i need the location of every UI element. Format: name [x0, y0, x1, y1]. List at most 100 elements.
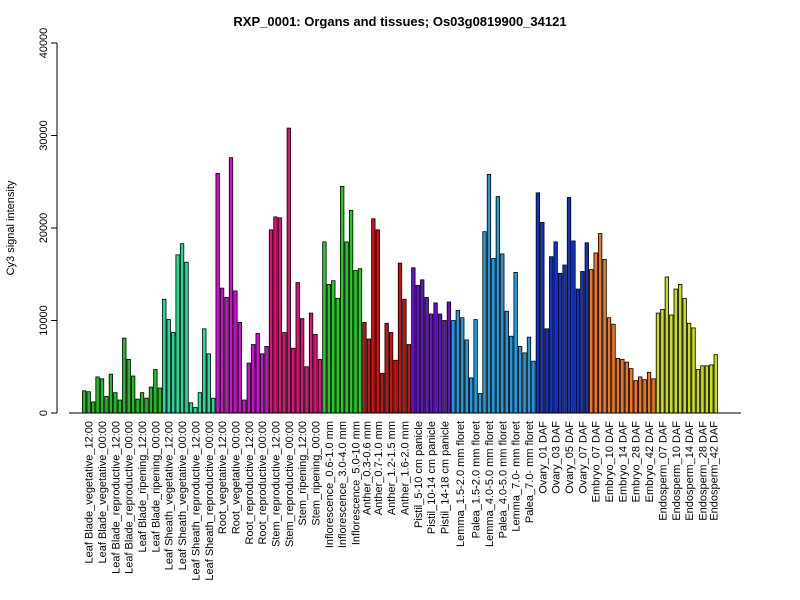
- bar: [117, 399, 122, 414]
- bar: [357, 268, 363, 414]
- bar: [691, 327, 696, 414]
- bar: [549, 256, 554, 414]
- bar: [540, 222, 545, 414]
- bar: [322, 241, 327, 414]
- bar: [700, 365, 705, 414]
- x-tick-label: Inflorescence_5.0-10 mm: [351, 421, 363, 545]
- x-tick-label: Ovary_05 DAF: [564, 421, 576, 494]
- x-tick-label: Stem_reproductive_12:00: [270, 421, 282, 547]
- y-axis-label: Cy3 signal intensity: [5, 180, 17, 275]
- bar: [300, 318, 305, 414]
- bar: [197, 392, 203, 414]
- y-axis: 0 10000 20000 30000 40000: [38, 28, 58, 416]
- bar: [233, 290, 238, 414]
- bar: [598, 233, 603, 414]
- bar: [344, 241, 349, 414]
- bar: [335, 297, 340, 414]
- y-tick-label: 10000: [38, 305, 50, 336]
- bar: [326, 284, 331, 414]
- bar: [331, 280, 336, 414]
- bar: [388, 332, 394, 414]
- bar: [464, 339, 469, 414]
- bar: [228, 157, 234, 414]
- bar: [615, 358, 621, 414]
- x-tick-label: Root_vegetative_00:00: [230, 421, 242, 534]
- bar: [144, 397, 149, 414]
- bar: [122, 337, 127, 414]
- bar: [660, 308, 665, 414]
- bar: [211, 397, 216, 414]
- x-tick-label: Ovary_01 DAF: [537, 421, 549, 494]
- bar: [477, 393, 483, 414]
- bar: [317, 358, 323, 414]
- bar: [442, 320, 447, 414]
- bar: [580, 271, 585, 414]
- x-tick-label: Leaf Blade_vegetative_12:00: [84, 421, 96, 564]
- bar: [273, 216, 278, 414]
- bar: [251, 344, 256, 414]
- bar: [593, 252, 598, 414]
- x-tick-label: Ovary_07 DAF: [577, 421, 589, 494]
- bar: [108, 373, 114, 414]
- bar: [255, 333, 260, 414]
- bar: [491, 258, 496, 414]
- y-tick-label: 20000: [38, 213, 50, 244]
- bar: [313, 333, 318, 414]
- x-tick-label: Pistil_14-18 cm panicle: [439, 421, 451, 534]
- bar: [175, 254, 180, 414]
- x-tick-label: Stem_ripening_12:00: [297, 421, 309, 526]
- bar: [157, 387, 162, 414]
- x-tick-label: Endosperm_07 DAF: [657, 421, 669, 521]
- x-tick-label: Leaf Sheath_vegetative_00:00: [177, 421, 189, 570]
- bar: [188, 402, 194, 414]
- y-tick-label: 40000: [38, 28, 50, 59]
- bar: [611, 323, 616, 414]
- chart-title: RXP_0001: Organs and tissues; Os03g08199…: [233, 14, 566, 29]
- bar: [437, 313, 443, 414]
- bar: [246, 362, 251, 414]
- bar: [704, 365, 710, 414]
- x-tick-label: Lemma_1.5-2.0 mm floret: [455, 421, 467, 547]
- bar: [553, 241, 558, 414]
- bars: [82, 127, 718, 414]
- bar: [348, 210, 354, 414]
- x-tick-label: Endosperm_42 DAF: [709, 421, 721, 521]
- bar: [82, 390, 87, 414]
- bar: [575, 288, 581, 414]
- x-tick-label: Embryo_10 DAF: [604, 421, 616, 503]
- bar: [86, 391, 91, 414]
- bar: [646, 371, 652, 414]
- x-tick-label: Anther_0.7-1.0 mm: [373, 421, 385, 515]
- bar: [90, 401, 96, 414]
- bar: [104, 395, 109, 414]
- bar: [655, 312, 661, 414]
- x-tick-label: Anther_1.6-2.0 mm: [399, 421, 411, 515]
- x-tick-label: Anther_0.3-0.6 mm: [362, 421, 374, 515]
- bar: [282, 332, 287, 414]
- bar: [131, 375, 136, 414]
- bar: [286, 127, 291, 414]
- bar: [486, 173, 492, 414]
- bar: [393, 359, 398, 414]
- x-tick-label: Leaf Blade_reproductive_00:00: [124, 421, 136, 574]
- bar: [584, 242, 589, 414]
- bar: [139, 392, 145, 414]
- bar: [237, 321, 243, 414]
- x-tick-label: Leaf Blade_reproductive_12:00: [110, 421, 122, 574]
- bar: [162, 298, 167, 414]
- x-tick-label: Embryo_28 DAF: [631, 421, 643, 503]
- bar: [242, 399, 247, 414]
- bar: [402, 298, 407, 414]
- bar: [562, 264, 567, 414]
- x-tick-label: Embryo_07 DAF: [591, 421, 603, 503]
- bar: [420, 279, 425, 414]
- x-tick-label: Pistil_5-10 cm panicle: [413, 421, 425, 528]
- y-tick-label: 30000: [38, 120, 50, 151]
- x-tick-label: Root_reproductive_00:00: [257, 421, 269, 545]
- bar: [669, 314, 674, 414]
- x-tick-label: Inflorescence_3.0-4.0 mm: [337, 421, 349, 548]
- bar: [482, 231, 487, 414]
- bar: [148, 386, 154, 414]
- x-tick-label: Root_reproductive_12:00: [244, 421, 256, 545]
